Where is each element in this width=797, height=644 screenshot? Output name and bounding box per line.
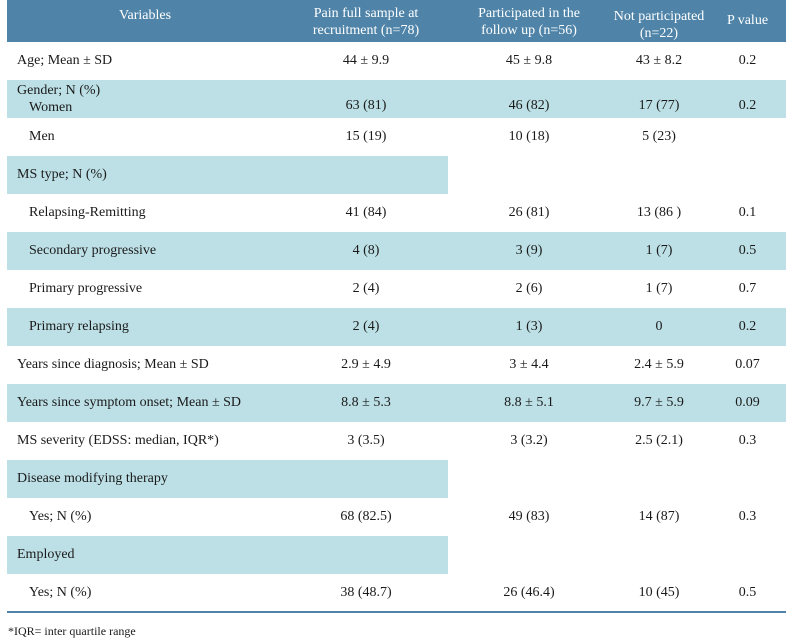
table-section-row: MS type; N (%) <box>7 156 786 194</box>
cell-followup: 49 (83) <box>449 498 609 536</box>
cell-full-sample: 41 (84) <box>283 194 449 232</box>
section-filler <box>449 536 786 574</box>
data-table: Variables Pain full sample at recruitmen… <box>7 0 786 612</box>
cell-pvalue: 0.3 <box>709 422 786 460</box>
row-label: Years since symptom onset; Mean ± SD <box>7 384 283 422</box>
section-label: MS type; N (%) <box>7 156 451 194</box>
table-row: Years since symptom onset; Mean ± SD 8.8… <box>7 384 786 422</box>
table-row: Primary relapsing 2 (4) 1 (3) 0 0.2 <box>7 308 786 346</box>
header-full-sample-line1: Pain full sample at <box>313 6 419 21</box>
header-followup: Participated in the follow up (n=56) <box>449 0 609 42</box>
cell-followup: 26 (81) <box>449 194 609 232</box>
cell-not-participated: 9.7 ± 5.9 <box>609 384 709 422</box>
cell-not-participated: 5 (23) <box>609 118 709 156</box>
row-label: Gender; N (%) Women <box>7 80 283 118</box>
table-row: Primary progressive 2 (4) 2 (6) 1 (7) 0.… <box>7 270 786 308</box>
table-row: Secondary progressive 4 (8) 3 (9) 1 (7) … <box>7 232 786 270</box>
header-full-sample-line2: recruitment (n=78) <box>312 23 420 38</box>
cell-followup: 1 (3) <box>449 308 609 346</box>
row-label: Men <box>7 118 283 156</box>
cell-not-participated: 1 (7) <box>609 232 709 270</box>
cell-followup: 3 (9) <box>449 232 609 270</box>
cell-pvalue: 0.2 <box>709 80 786 118</box>
header-not-participated-line2: (n=22) <box>639 26 679 41</box>
table-row: Yes; N (%) 68 (82.5) 49 (83) 14 (87) 0.3 <box>7 498 786 536</box>
cell-full-sample: 8.8 ± 5.3 <box>283 384 449 422</box>
cell-followup: 45 ± 9.8 <box>449 42 609 80</box>
section-label: Disease modifying therapy <box>7 460 451 498</box>
table-header: Variables Pain full sample at recruitmen… <box>7 0 786 42</box>
header-followup-line1: Participated in the <box>478 6 580 21</box>
header-followup-line2: follow up (n=56) <box>481 23 577 38</box>
header-full-sample: Pain full sample at recruitment (n=78) <box>283 0 449 42</box>
cell-not-participated: 13 (86 ) <box>609 194 709 232</box>
cell-followup: 26 (46.4) <box>449 574 609 612</box>
cell-followup: 3 (3.2) <box>449 422 609 460</box>
table-row: Men 15 (19) 10 (18) 5 (23) <box>7 118 786 156</box>
group-label: Gender; N (%) <box>17 83 101 98</box>
row-label: Secondary progressive <box>7 232 283 270</box>
cell-pvalue <box>709 118 786 156</box>
cell-pvalue: 0.5 <box>709 574 786 612</box>
header-pvalue: P value <box>726 13 769 28</box>
cell-not-participated: 1 (7) <box>609 270 709 308</box>
cell-pvalue: 0.2 <box>709 308 786 346</box>
row-label: Years since diagnosis; Mean ± SD <box>7 346 283 384</box>
row-label: Yes; N (%) <box>7 498 283 536</box>
cell-followup: 8.8 ± 5.1 <box>449 384 609 422</box>
cell-full-sample: 15 (19) <box>283 118 449 156</box>
cell-not-participated: 17 (77) <box>609 80 709 118</box>
cell-full-sample: 44 ± 9.9 <box>283 42 449 80</box>
cell-full-sample: 2 (4) <box>283 270 449 308</box>
table-row: Yes; N (%) 38 (48.7) 26 (46.4) 10 (45) 0… <box>7 574 786 612</box>
cell-not-participated: 2.5 (2.1) <box>609 422 709 460</box>
cell-not-participated: 10 (45) <box>609 574 709 612</box>
cell-full-sample: 68 (82.5) <box>283 498 449 536</box>
cell-followup: 3 ± 4.4 <box>449 346 609 384</box>
cell-pvalue: 0.09 <box>709 384 786 422</box>
cell-pvalue: 0.1 <box>709 194 786 232</box>
row-label: Primary progressive <box>7 270 283 308</box>
cell-full-sample: 3 (3.5) <box>283 422 449 460</box>
table-row: Gender; N (%) Women 63 (81) 46 (82) 17 (… <box>7 80 786 118</box>
cell-followup: 10 (18) <box>449 118 609 156</box>
table-bottom-rule <box>7 611 786 613</box>
table-row: MS severity (EDSS: median, IQR*) 3 (3.5)… <box>7 422 786 460</box>
section-filler <box>449 460 786 498</box>
cell-not-participated: 14 (87) <box>609 498 709 536</box>
footnote: *IQR= inter quartile range <box>8 624 136 638</box>
table-row: Age; Mean ± SD 44 ± 9.9 45 ± 9.8 43 ± 8.… <box>7 42 786 80</box>
cell-full-sample: 4 (8) <box>283 232 449 270</box>
cell-pvalue: 0.5 <box>709 232 786 270</box>
row-label: Relapsing-Remitting <box>7 194 283 232</box>
cell-pvalue: 0.3 <box>709 498 786 536</box>
cell-not-participated: 43 ± 8.2 <box>609 42 709 80</box>
row-label: Primary relapsing <box>7 308 283 346</box>
cell-pvalue: 0.07 <box>709 346 786 384</box>
cell-followup: 2 (6) <box>449 270 609 308</box>
cell-followup: 46 (82) <box>449 80 609 118</box>
cell-full-sample: 63 (81) <box>283 80 449 118</box>
cell-full-sample: 2 (4) <box>283 308 449 346</box>
table-section-row: Employed <box>7 536 786 574</box>
section-label: Employed <box>7 536 451 574</box>
cell-full-sample: 2.9 ± 4.9 <box>283 346 449 384</box>
cell-pvalue: 0.2 <box>709 42 786 80</box>
cell-not-participated: 0 <box>609 308 709 346</box>
cell-pvalue: 0.7 <box>709 270 786 308</box>
row-label: Yes; N (%) <box>7 574 283 612</box>
table-row: Years since diagnosis; Mean ± SD 2.9 ± 4… <box>7 346 786 384</box>
table-section-row: Disease modifying therapy <box>7 460 786 498</box>
table-row: Relapsing-Remitting 41 (84) 26 (81) 13 (… <box>7 194 786 232</box>
header-not-participated: Not participated (n=22) <box>609 0 709 42</box>
row-label: Age; Mean ± SD <box>7 42 283 80</box>
header-not-participated-line1: Not participated <box>613 9 705 24</box>
cell-full-sample: 38 (48.7) <box>283 574 449 612</box>
section-filler <box>449 156 786 194</box>
row-label: MS severity (EDSS: median, IQR*) <box>7 422 283 460</box>
cell-not-participated: 2.4 ± 5.9 <box>609 346 709 384</box>
sub-label: Women <box>29 100 73 115</box>
header-variables: Variables <box>118 8 172 23</box>
